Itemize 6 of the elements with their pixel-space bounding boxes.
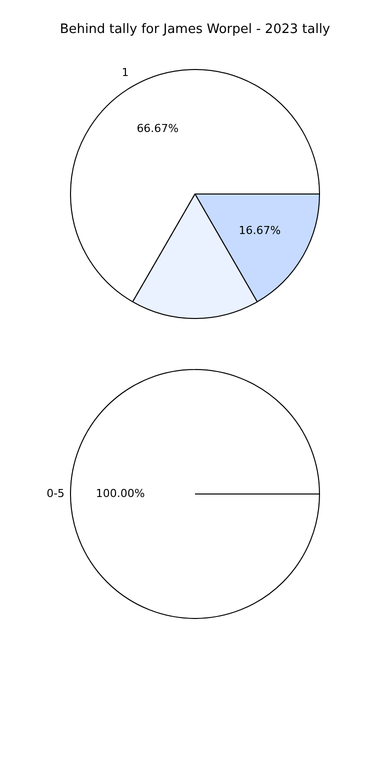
data-label: 16.67% bbox=[238, 224, 281, 238]
slice-label: 0-5 bbox=[46, 486, 65, 500]
chart-title: Behind tally for James Worpel - 2023 tally bbox=[58, 21, 332, 39]
data-label: 100.00% bbox=[96, 486, 145, 500]
data-label: 66.67% bbox=[136, 122, 179, 136]
slice-label: 1 bbox=[122, 66, 129, 80]
